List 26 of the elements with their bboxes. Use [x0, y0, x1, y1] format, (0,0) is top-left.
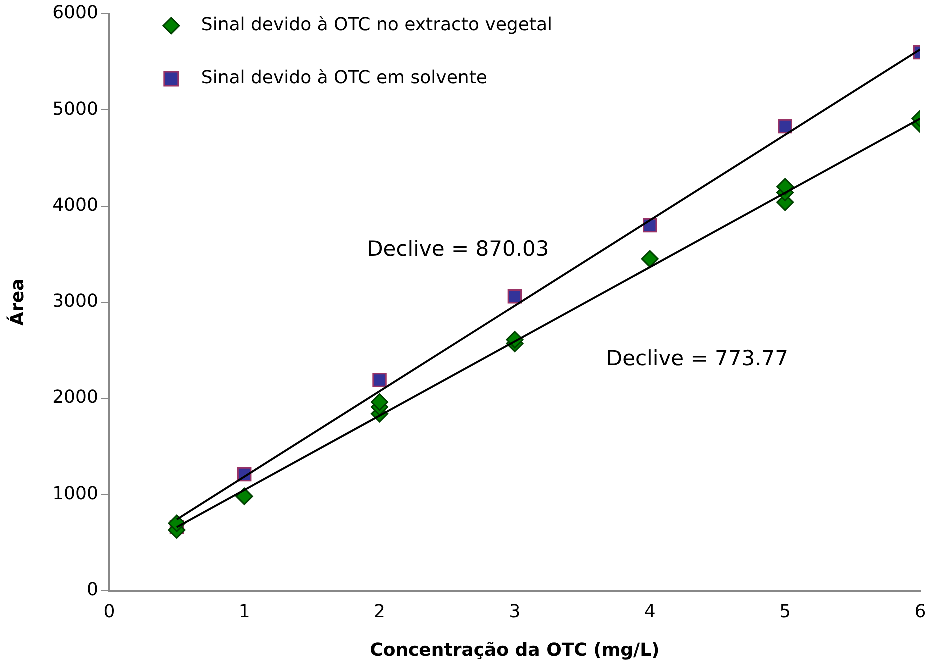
point: [778, 119, 792, 134]
annotation: Declive = 773.77: [606, 346, 788, 371]
legend-label: Sinal devido à OTC em solvente: [201, 68, 488, 89]
y-tick-label: 6000: [52, 2, 98, 24]
annotation: Declive = 870.03: [367, 236, 550, 261]
x-tick-label: 1: [238, 601, 250, 622]
x-tick-label: 4: [644, 601, 656, 622]
x-tick-label: 0: [104, 601, 116, 622]
y-tick-label: 3000: [52, 291, 98, 312]
x-tick-label: 5: [780, 601, 792, 622]
y-tick-label: 1000: [52, 483, 98, 504]
point: [508, 290, 522, 304]
x-tick-label: 6: [914, 601, 926, 622]
point: [236, 488, 254, 506]
x-tick-label: 2: [374, 601, 386, 622]
y-tick-label: 5000: [52, 98, 98, 120]
y-axis-title: Área: [6, 278, 28, 326]
point: [641, 250, 659, 268]
y-tick-label: 2000: [52, 387, 98, 408]
legend-label: Sinal devido à OTC no extracto vegetal: [201, 14, 553, 36]
point: [372, 373, 387, 388]
y-tick-label: 4000: [52, 194, 98, 216]
point: [371, 394, 389, 412]
x-tick-label: 3: [509, 601, 521, 622]
y-tick-label: 0: [86, 579, 98, 600]
x-axis-title: Concentração da OTC (mg/L): [370, 640, 660, 661]
